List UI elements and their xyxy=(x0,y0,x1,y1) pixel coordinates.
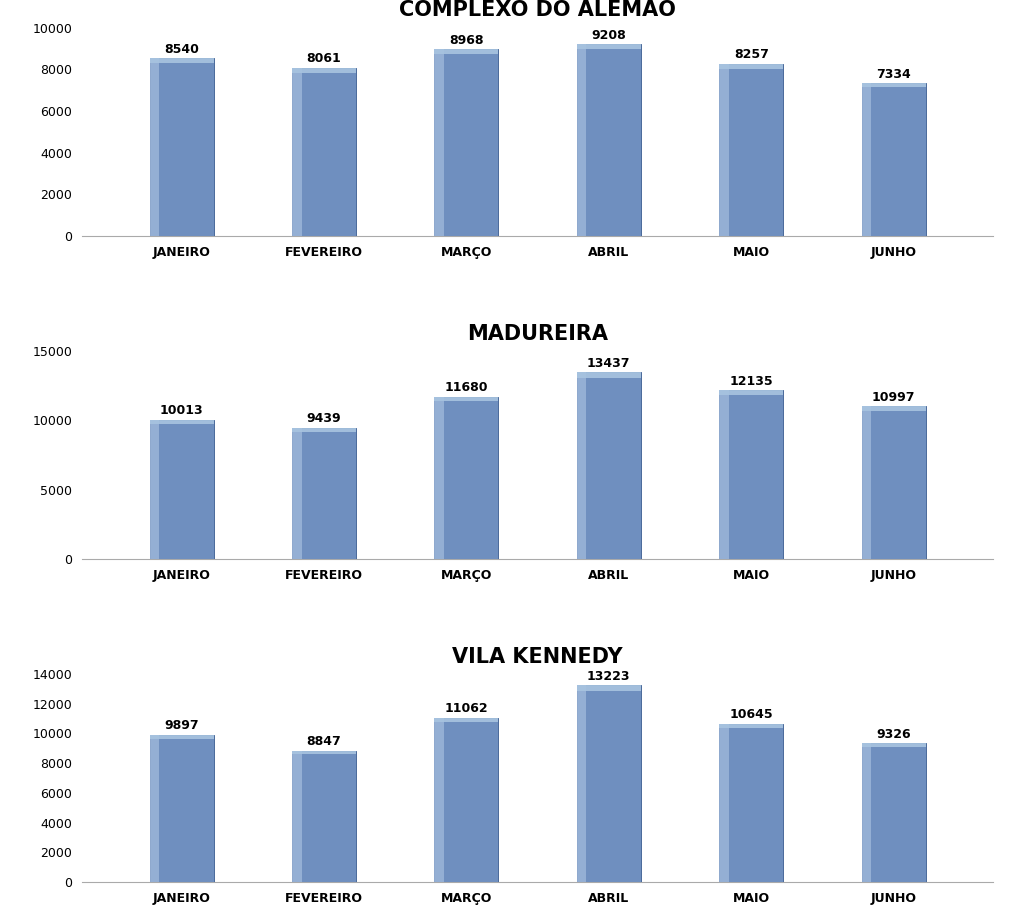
Text: 11680: 11680 xyxy=(444,381,488,394)
Bar xyxy=(150,420,214,559)
Bar xyxy=(150,420,159,559)
Bar xyxy=(861,743,926,882)
Bar xyxy=(150,735,214,739)
Bar xyxy=(719,391,729,559)
Text: 10645: 10645 xyxy=(729,709,773,721)
Bar xyxy=(292,428,302,559)
Bar xyxy=(292,751,302,882)
Bar xyxy=(292,68,356,73)
Bar xyxy=(150,735,214,882)
Bar xyxy=(719,391,783,395)
Bar xyxy=(434,49,499,236)
Bar xyxy=(861,406,926,559)
Bar xyxy=(719,64,783,69)
Text: 11062: 11062 xyxy=(444,702,488,715)
Bar xyxy=(150,420,214,424)
Text: 9326: 9326 xyxy=(877,728,911,741)
Bar xyxy=(577,44,641,236)
Bar xyxy=(434,718,499,882)
Text: 10997: 10997 xyxy=(871,391,915,403)
Bar xyxy=(434,49,444,236)
Bar xyxy=(434,397,499,559)
Text: 8540: 8540 xyxy=(164,42,199,55)
Text: 8061: 8061 xyxy=(306,52,341,65)
Text: 8968: 8968 xyxy=(450,34,483,47)
Bar xyxy=(719,391,783,559)
Title: VILA KENNEDY: VILA KENNEDY xyxy=(453,647,623,666)
Bar xyxy=(719,64,783,236)
Text: 13223: 13223 xyxy=(587,670,631,683)
Bar xyxy=(150,58,214,236)
Text: 13437: 13437 xyxy=(587,357,631,369)
Bar xyxy=(292,68,356,236)
Text: 10013: 10013 xyxy=(160,404,204,417)
Text: 8847: 8847 xyxy=(306,735,341,748)
Bar xyxy=(150,58,159,236)
Bar xyxy=(861,83,871,236)
Bar xyxy=(861,83,926,236)
Text: 9208: 9208 xyxy=(592,28,626,41)
Text: 7334: 7334 xyxy=(877,68,911,81)
Bar xyxy=(577,686,641,882)
Bar xyxy=(577,372,587,559)
Bar xyxy=(577,686,641,691)
Text: 12135: 12135 xyxy=(729,375,773,388)
Bar xyxy=(292,428,356,432)
Bar xyxy=(861,743,871,882)
Title: COMPLEXO DO ALEMÃO: COMPLEXO DO ALEMÃO xyxy=(399,0,676,20)
Text: 8257: 8257 xyxy=(734,49,769,62)
Bar xyxy=(434,397,444,559)
Bar xyxy=(150,735,159,882)
Bar xyxy=(577,372,641,559)
Bar xyxy=(719,724,729,882)
Bar xyxy=(292,751,356,754)
Bar xyxy=(150,58,214,63)
Bar xyxy=(577,44,641,50)
Title: MADUREIRA: MADUREIRA xyxy=(467,323,608,344)
Bar xyxy=(861,406,926,411)
Text: 9897: 9897 xyxy=(164,720,199,732)
Bar xyxy=(719,64,729,236)
Bar xyxy=(861,406,871,559)
Text: 9439: 9439 xyxy=(306,413,341,425)
Bar xyxy=(719,724,783,882)
Bar xyxy=(292,68,302,236)
Bar xyxy=(434,718,499,722)
Bar xyxy=(719,724,783,728)
Bar xyxy=(577,686,587,882)
Bar xyxy=(861,743,926,747)
Bar xyxy=(577,372,641,378)
Bar xyxy=(434,718,444,882)
Bar xyxy=(292,428,356,559)
Bar xyxy=(577,44,587,236)
Bar xyxy=(292,751,356,882)
Bar xyxy=(861,83,926,87)
Bar xyxy=(434,397,499,402)
Bar xyxy=(434,49,499,54)
